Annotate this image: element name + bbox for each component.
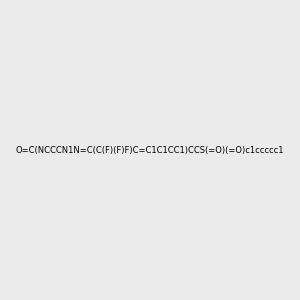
Text: O=C(NCCCN1N=C(C(F)(F)F)C=C1C1CC1)CCS(=O)(=O)c1ccccc1: O=C(NCCCN1N=C(C(F)(F)F)C=C1C1CC1)CCS(=O)… bbox=[16, 146, 284, 154]
